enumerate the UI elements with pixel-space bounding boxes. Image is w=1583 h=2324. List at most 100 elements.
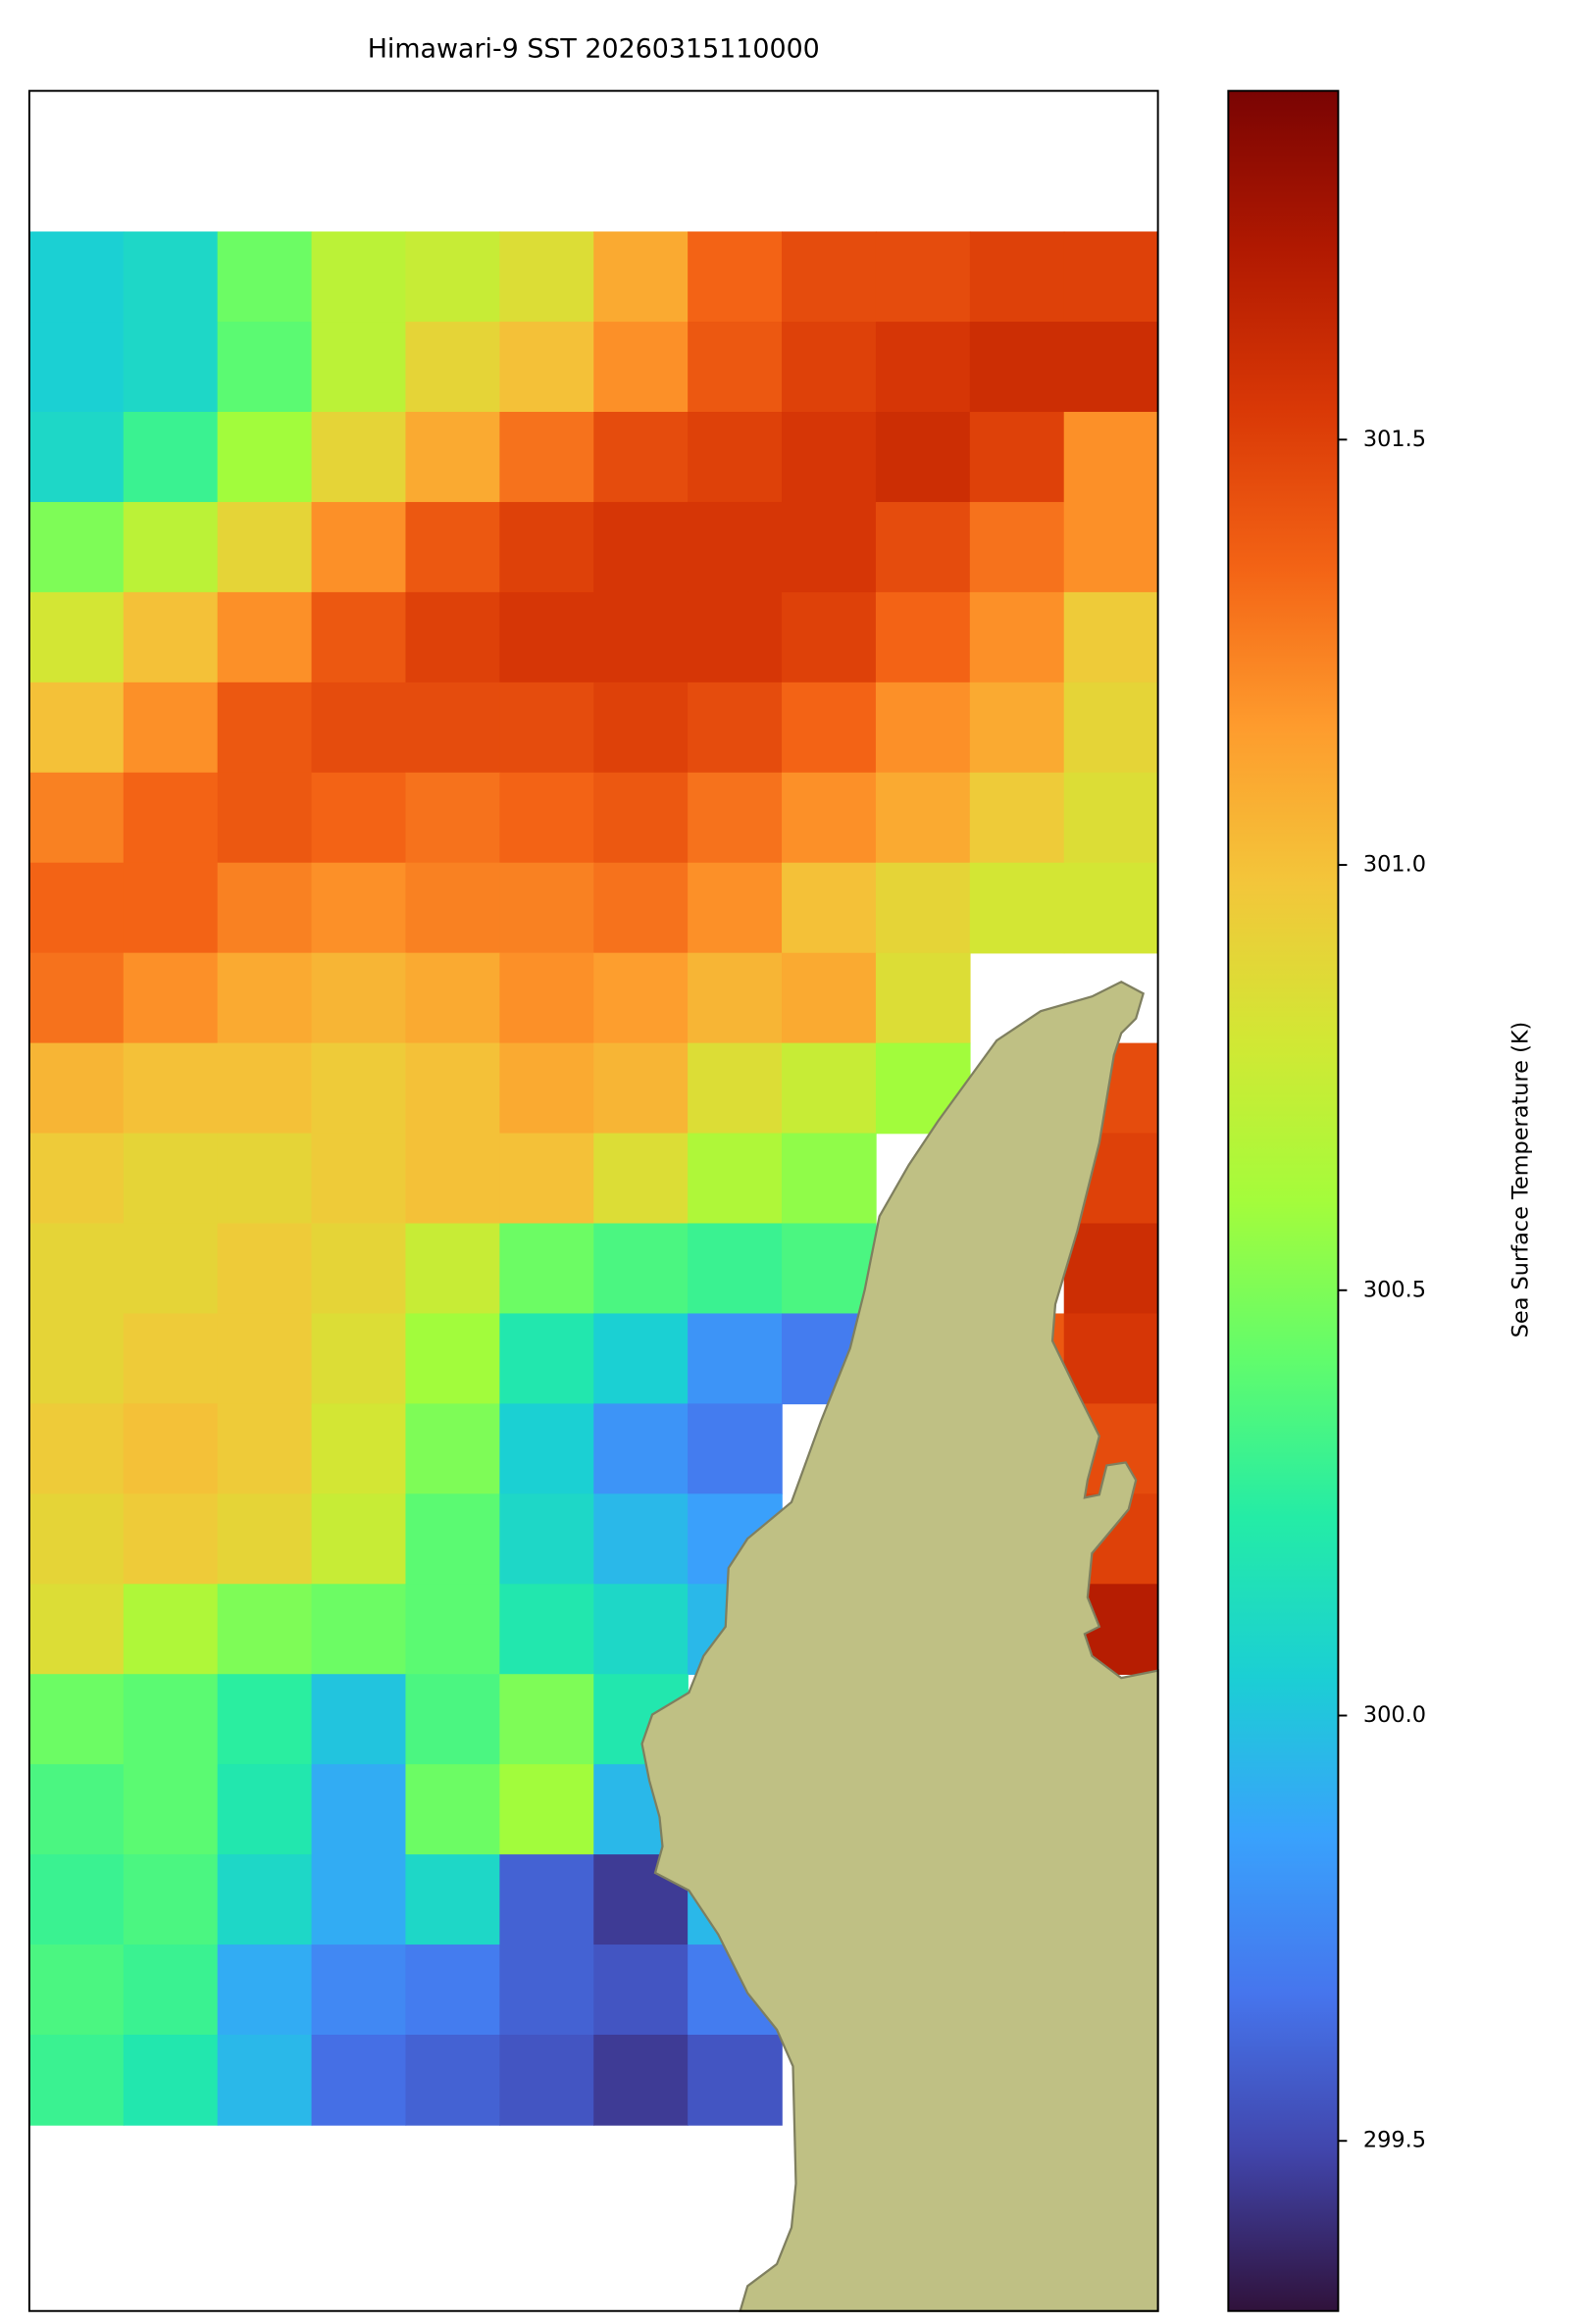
heatmap-cell xyxy=(593,682,689,774)
heatmap-cell xyxy=(217,1674,313,1765)
heatmap-cell xyxy=(28,501,125,593)
heatmap-cell xyxy=(499,2034,594,2126)
heatmap-cell xyxy=(123,501,219,593)
heatmap-cell xyxy=(969,501,1065,593)
colorbar-tick-label: 300.0 xyxy=(1363,1702,1426,1728)
heatmap-cell xyxy=(875,952,971,1044)
colorbar-tick-label: 299.5 xyxy=(1363,2128,1426,2153)
heatmap-cell xyxy=(28,1945,125,2036)
heatmap-cell xyxy=(28,1403,125,1495)
heatmap-cell xyxy=(782,322,877,413)
heatmap-cell xyxy=(1063,772,1159,864)
heatmap-cell xyxy=(311,1313,407,1405)
heatmap-cell xyxy=(499,591,594,683)
heatmap-cell xyxy=(311,1042,407,1135)
heatmap-cell xyxy=(499,952,594,1044)
heatmap-cell xyxy=(688,862,783,954)
heatmap-cell xyxy=(217,682,313,774)
heatmap-cell xyxy=(405,952,501,1044)
heatmap-cell xyxy=(593,501,689,593)
heatmap-cell xyxy=(499,1403,594,1495)
heatmap-cell xyxy=(499,1854,594,1945)
heatmap-cell xyxy=(217,1584,313,1675)
heatmap-cell xyxy=(593,1493,689,1586)
heatmap-cell xyxy=(499,862,594,954)
heatmap-cell xyxy=(405,591,501,683)
heatmap-cell xyxy=(28,772,125,864)
heatmap-cell xyxy=(405,772,501,864)
heatmap-cell xyxy=(1063,231,1159,323)
heatmap-cell xyxy=(499,1133,594,1225)
heatmap-cell xyxy=(405,322,501,413)
heatmap-cell xyxy=(688,1133,783,1225)
heatmap-cell xyxy=(969,322,1065,413)
heatmap-cell xyxy=(875,412,971,503)
heatmap-cell xyxy=(875,501,971,593)
heatmap-cell xyxy=(688,231,783,323)
heatmap-cell xyxy=(311,1493,407,1586)
heatmap-cell xyxy=(1063,1223,1159,1315)
heatmap-cell xyxy=(217,772,313,864)
heatmap-cell xyxy=(405,1854,501,1945)
heatmap-cell xyxy=(405,412,501,503)
heatmap-cell xyxy=(688,1223,783,1315)
heatmap-cell xyxy=(875,862,971,954)
heatmap-cell xyxy=(499,322,594,413)
heatmap-cell xyxy=(593,1042,689,1135)
heatmap-cell xyxy=(782,412,877,503)
heatmap-cell xyxy=(123,1133,219,1225)
colorbar xyxy=(1227,89,1340,2312)
heatmap-cell xyxy=(405,1223,501,1315)
heatmap-cell xyxy=(499,1584,594,1675)
heatmap-cell xyxy=(1063,412,1159,503)
heatmap-cell xyxy=(405,682,501,774)
heatmap-cell xyxy=(311,591,407,683)
heatmap-cell xyxy=(782,231,877,323)
heatmap-cell xyxy=(28,591,125,683)
heatmap-cell xyxy=(123,322,219,413)
heatmap-cell xyxy=(405,1764,501,1855)
heatmap-cell xyxy=(123,1674,219,1765)
heatmap-cell xyxy=(875,591,971,683)
heatmap-cell xyxy=(217,1313,313,1405)
heatmap-cell xyxy=(499,501,594,593)
heatmap-cell xyxy=(123,1584,219,1675)
heatmap-cell xyxy=(593,1403,689,1495)
heatmap-cell xyxy=(28,1313,125,1405)
heatmap-cell xyxy=(782,501,877,593)
heatmap-cell xyxy=(28,1493,125,1586)
heatmap-cell xyxy=(593,322,689,413)
heatmap-cell xyxy=(123,1854,219,1945)
heatmap-cell xyxy=(688,682,783,774)
heatmap-cell xyxy=(593,862,689,954)
heatmap-cell xyxy=(782,862,877,954)
heatmap-cell xyxy=(499,772,594,864)
heatmap-cell xyxy=(28,1042,125,1135)
heatmap-cell xyxy=(593,1945,689,2036)
heatmap-cell xyxy=(499,1042,594,1135)
heatmap-cell xyxy=(405,1042,501,1135)
heatmap-cell xyxy=(28,682,125,774)
heatmap-cell xyxy=(311,1945,407,2036)
heatmap-cell xyxy=(875,322,971,413)
heatmap-cell xyxy=(688,2034,783,2126)
heatmap-cell xyxy=(1063,682,1159,774)
heatmap-cell xyxy=(969,412,1065,503)
heatmap-cell xyxy=(123,1493,219,1586)
heatmap-cell xyxy=(217,1493,313,1586)
heatmap-cell xyxy=(28,2034,125,2126)
heatmap-cell xyxy=(499,1493,594,1586)
heatmap-cell xyxy=(28,1854,125,1945)
heatmap-cell xyxy=(688,591,783,683)
heatmap-cell xyxy=(688,412,783,503)
heatmap-cell xyxy=(123,682,219,774)
heatmap-cell xyxy=(969,862,1065,954)
heatmap-cell xyxy=(311,862,407,954)
heatmap-cell xyxy=(688,501,783,593)
heatmap-cell xyxy=(875,231,971,323)
heatmap-cell xyxy=(499,682,594,774)
heatmap-cell xyxy=(499,1764,594,1855)
heatmap-cell xyxy=(688,1313,783,1405)
heatmap-cell xyxy=(123,231,219,323)
